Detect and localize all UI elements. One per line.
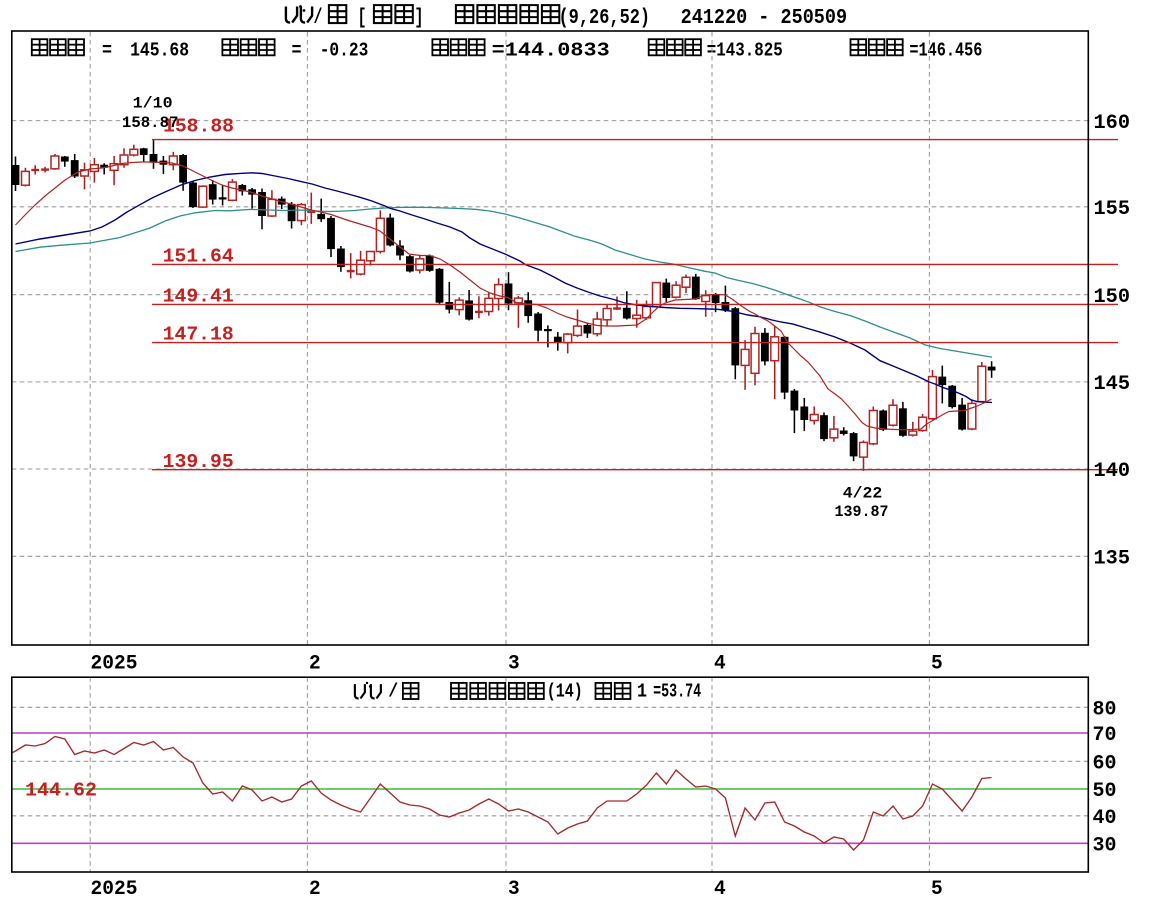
- svg-text:3: 3: [508, 878, 520, 901]
- svg-text:135: 135: [1094, 548, 1131, 571]
- svg-text:=143.825: =143.825: [707, 40, 783, 62]
- svg-text:]: ]: [415, 7, 424, 30]
- svg-text:158.87: 158.87: [122, 114, 179, 132]
- svg-text:1: 1: [637, 681, 647, 703]
- svg-text:(9,26,52): (9,26,52): [559, 7, 651, 30]
- svg-text:/: /: [388, 681, 398, 703]
- svg-text:144.62: 144.62: [25, 780, 97, 802]
- svg-text:158.88: 158.88: [163, 116, 234, 138]
- svg-text:70: 70: [1093, 724, 1117, 747]
- svg-text:2025: 2025: [91, 653, 138, 676]
- svg-text:-0.23: -0.23: [320, 40, 369, 62]
- svg-text:50: 50: [1093, 780, 1117, 803]
- svg-text:151.64: 151.64: [163, 246, 234, 268]
- svg-text:=144.0833: =144.0833: [492, 40, 610, 62]
- svg-text:3: 3: [508, 653, 520, 676]
- svg-text:(14): (14): [547, 681, 583, 703]
- svg-text:139.87: 139.87: [835, 503, 889, 521]
- svg-text:5: 5: [931, 878, 943, 901]
- svg-text:241220 - 250509: 241220 - 250509: [681, 7, 848, 30]
- svg-text:150: 150: [1094, 286, 1131, 309]
- svg-text:2: 2: [309, 653, 321, 676]
- svg-text:160: 160: [1094, 112, 1131, 135]
- svg-text:60: 60: [1093, 753, 1117, 776]
- svg-text:[: [: [358, 7, 367, 30]
- svg-text:1/10: 1/10: [133, 95, 173, 113]
- svg-text:=: =: [292, 40, 302, 62]
- svg-text:=146.456: =146.456: [909, 40, 982, 62]
- svg-text:139.95: 139.95: [163, 451, 234, 473]
- svg-text:80: 80: [1093, 699, 1117, 722]
- svg-text:30: 30: [1093, 835, 1117, 858]
- svg-text:=53.74: =53.74: [653, 681, 701, 703]
- svg-text:149.41: 149.41: [163, 286, 234, 308]
- svg-text:5: 5: [931, 653, 943, 676]
- svg-text:145: 145: [1094, 373, 1131, 396]
- svg-text:/: /: [314, 7, 323, 30]
- svg-text:147.18: 147.18: [163, 324, 234, 346]
- svg-text:40: 40: [1093, 807, 1117, 830]
- svg-text:2: 2: [309, 878, 321, 901]
- svg-text:140: 140: [1094, 460, 1131, 483]
- svg-text:4: 4: [714, 653, 726, 676]
- svg-text:4: 4: [714, 878, 726, 901]
- svg-text:155: 155: [1094, 198, 1131, 221]
- svg-text:145.68: 145.68: [130, 40, 189, 62]
- svg-text:=: =: [102, 40, 112, 62]
- svg-text:2025: 2025: [91, 878, 138, 901]
- svg-text:4/22: 4/22: [843, 485, 883, 503]
